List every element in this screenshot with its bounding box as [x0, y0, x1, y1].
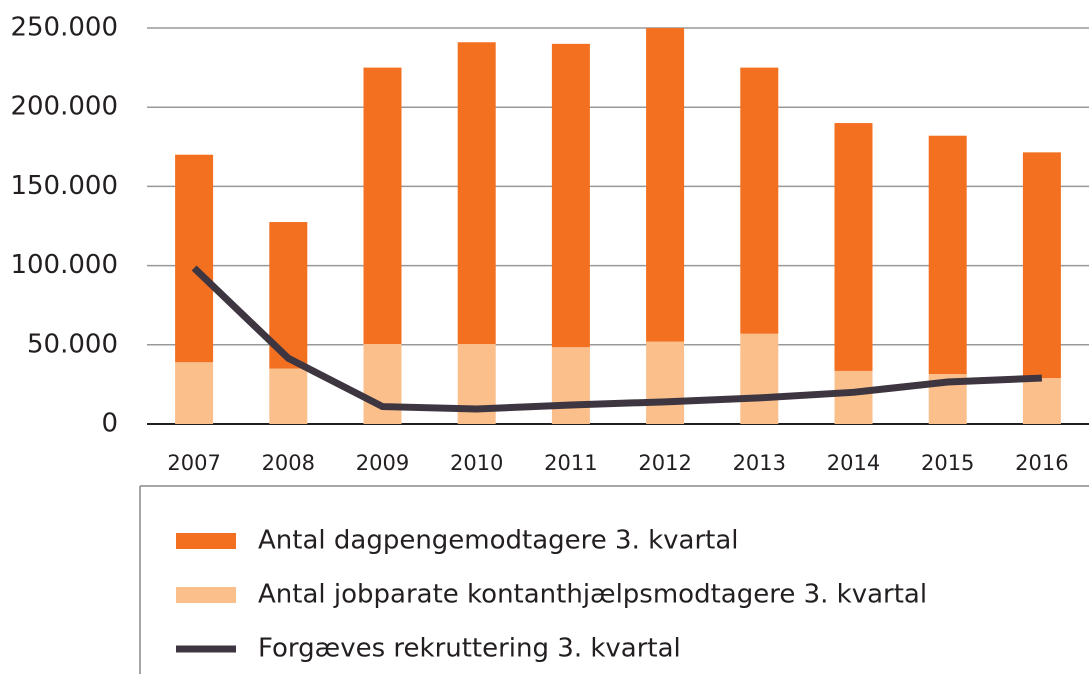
x-tick-label: 2011 [544, 451, 597, 475]
bar [740, 333, 779, 424]
bar [834, 370, 873, 424]
bar [740, 67, 779, 334]
bar [551, 347, 590, 424]
bar [457, 42, 496, 345]
bar [363, 67, 402, 345]
y-tick-label: 100.000 [10, 250, 118, 280]
bar [175, 154, 214, 363]
bar [175, 362, 214, 424]
y-tick-label: 50.000 [27, 329, 118, 359]
x-tick-label: 2015 [921, 451, 974, 475]
line [191, 265, 1043, 413]
x-tick-label: 2009 [356, 451, 409, 475]
x-tick-label: 2016 [1015, 451, 1068, 475]
bar [1022, 378, 1061, 424]
x-tick-label: 2007 [167, 451, 220, 475]
bar [834, 123, 873, 371]
bar [928, 135, 967, 375]
bar [269, 368, 308, 424]
legend-label: Forgæves rekruttering 3. kvartal [258, 634, 681, 664]
legend-swatch [176, 587, 236, 603]
bar [646, 341, 685, 424]
bar [551, 43, 590, 348]
x-tick-label: 2013 [733, 451, 786, 475]
legend-label: Antal dagpengemodtagere 3. kvartal [258, 526, 739, 556]
x-tick-label: 2012 [638, 451, 691, 475]
x-tick-label: 2010 [450, 451, 503, 475]
y-tick-label: 250.000 [10, 13, 118, 43]
x-tick-label: 2014 [827, 451, 880, 475]
legend-label: Antal jobparate kontanthjælpsmodtagere 3… [258, 580, 927, 610]
y-tick-label: 0 [101, 409, 118, 439]
y-tick-label: 200.000 [10, 92, 118, 122]
x-tick-label: 2008 [262, 451, 315, 475]
bar [363, 344, 402, 424]
y-tick-label: 150.000 [10, 171, 118, 201]
bar [646, 28, 685, 342]
legend-swatch [176, 533, 236, 549]
bar [1022, 152, 1061, 379]
